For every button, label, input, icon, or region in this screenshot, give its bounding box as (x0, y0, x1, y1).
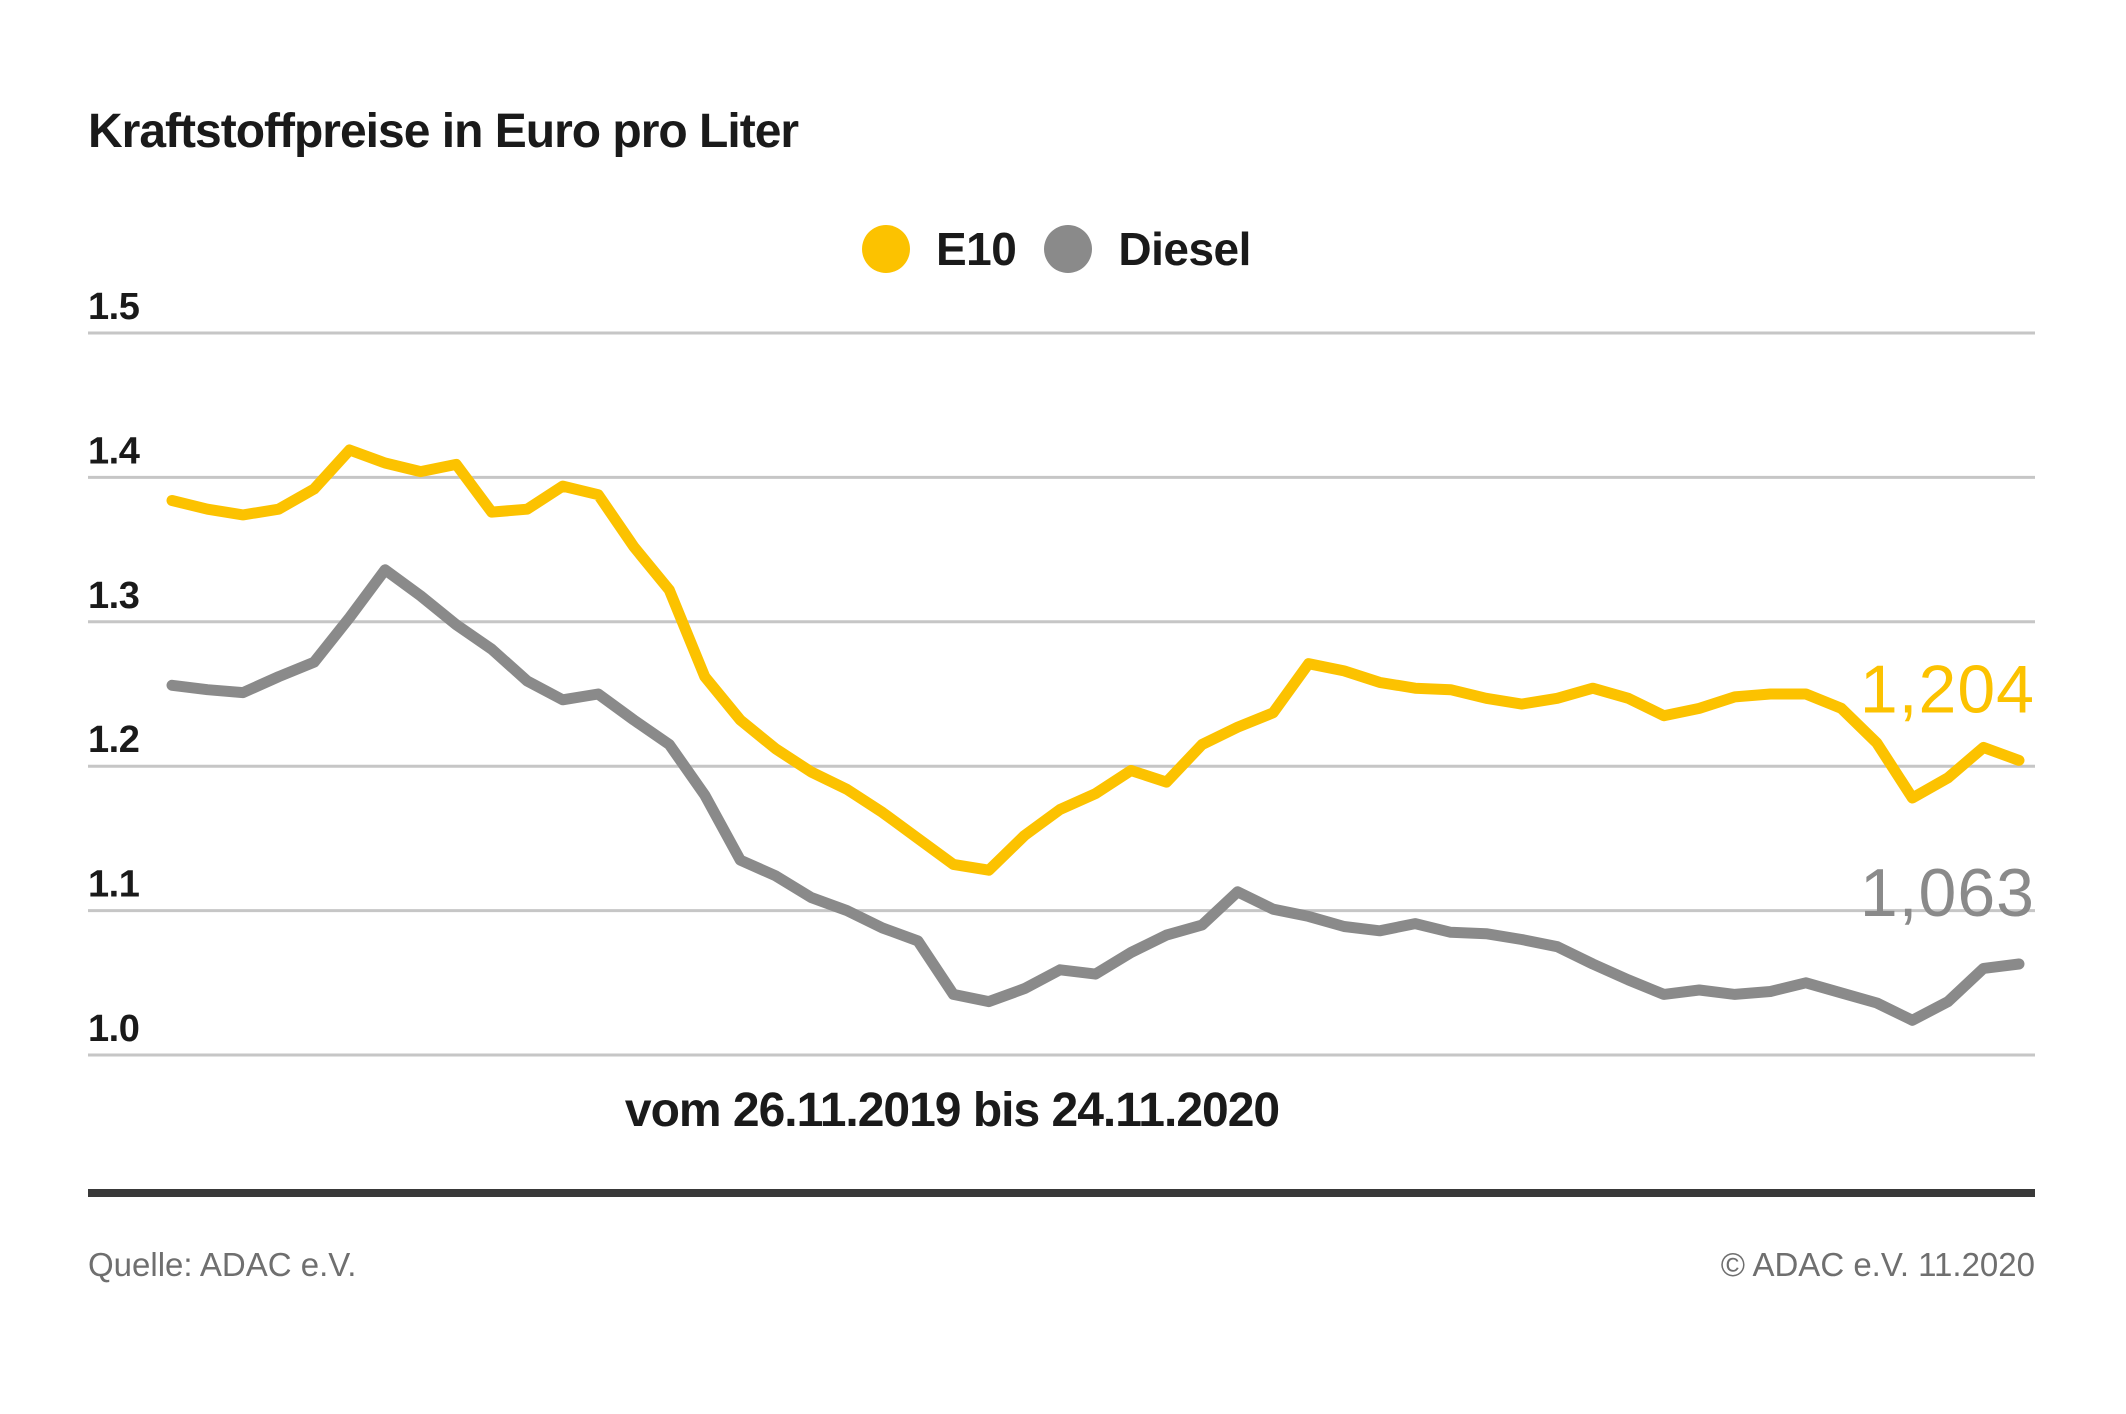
ytick-label: 1.1 (88, 864, 140, 906)
diesel-end-label: 1,063 (1860, 855, 2035, 931)
ytick-label: 1.4 (88, 430, 140, 472)
footer-divider (88, 1189, 2035, 1197)
ytick-label: 1.2 (88, 719, 139, 761)
page-title: Kraftstoffpreise in Euro pro Liter (88, 105, 799, 158)
x-axis-caption: vom 26.11.2019 bis 24.11.2020 (624, 1084, 1280, 1137)
copyright-note: © ADAC e.V. 11.2020 (1720, 1246, 2035, 1283)
diesel-series-dot-icon (1044, 225, 1093, 273)
e10-series-dot-icon (862, 225, 910, 273)
legend-label-diesel: Diesel (1118, 223, 1251, 275)
ytick-label: 1.0 (88, 1008, 139, 1050)
ytick-label: 1.3 (88, 575, 139, 617)
e10-line (166, 444, 2025, 876)
legend-item-e10: E10 (862, 222, 1017, 276)
source-note: Quelle: ADAC e.V. (88, 1246, 357, 1283)
e10-end-label: 1,204 (1860, 651, 2035, 727)
legend-item-diesel: Diesel (1044, 222, 1251, 276)
diesel-line (166, 564, 2025, 1026)
legend: E10 Diesel (862, 222, 1251, 276)
legend-label-e10: E10 (936, 223, 1017, 275)
ytick-label: 1.5 (88, 286, 140, 328)
